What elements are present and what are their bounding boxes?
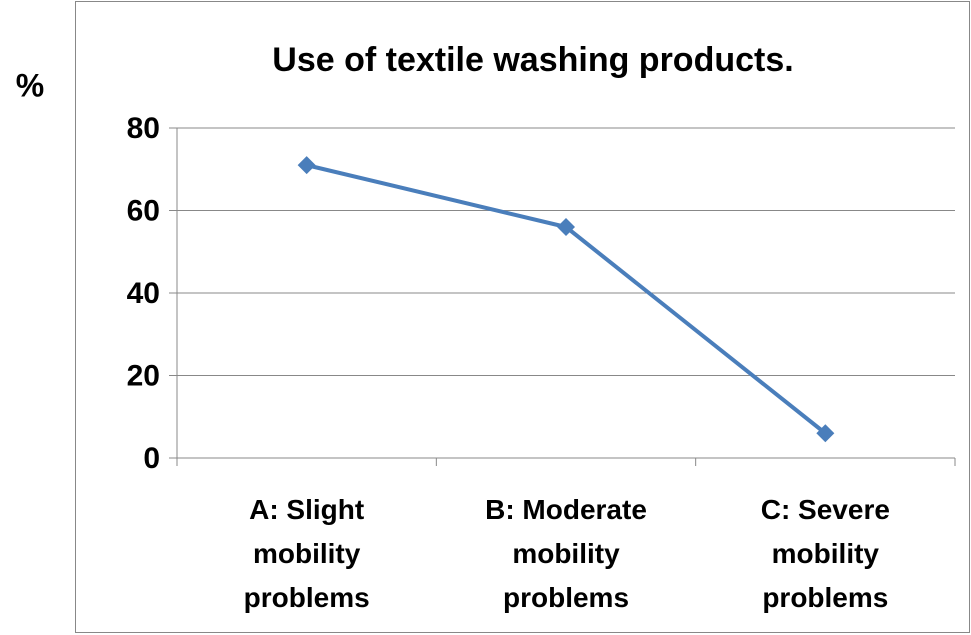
- marker: [816, 424, 835, 443]
- chart-border: [75, 1, 970, 633]
- marker: [297, 156, 316, 175]
- y-tick-label: 40: [127, 277, 160, 310]
- x-tick-label: C: Severe mobility problems: [760, 494, 890, 613]
- marker: [557, 218, 575, 236]
- y-tick-label: 20: [127, 359, 160, 392]
- chart-title: Use of textile washing products.: [272, 41, 793, 79]
- y-tick-label: 0: [143, 442, 160, 475]
- y-tick-label: 80: [127, 112, 160, 145]
- y-tick-label: 60: [127, 194, 160, 227]
- x-tick-label: B: Moderate mobility problems: [485, 494, 647, 613]
- x-tick-label: A: Slight mobility problems: [243, 494, 370, 613]
- y-axis-label: %: [16, 67, 44, 103]
